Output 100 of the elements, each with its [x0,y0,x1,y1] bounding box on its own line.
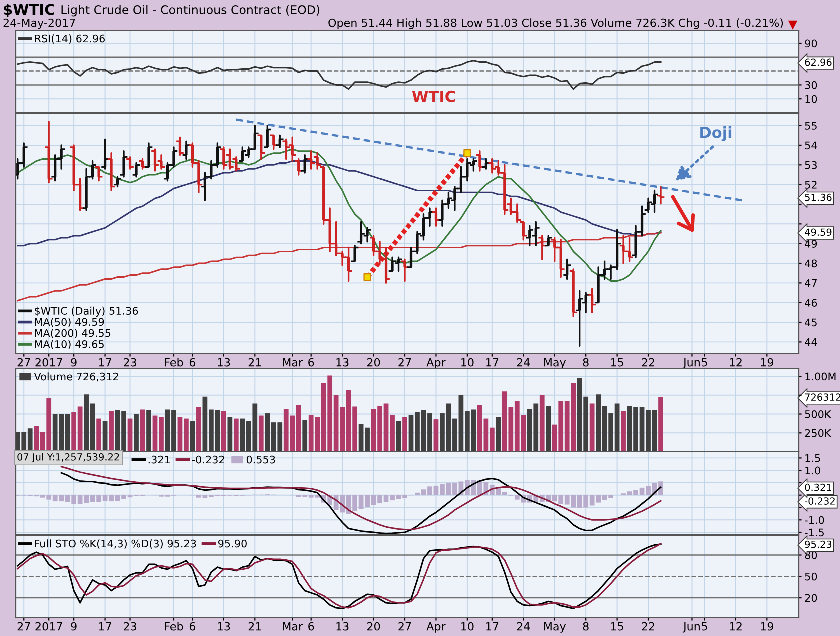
legend-label: MA(10) 49.65 [35,340,104,350]
y-tick-label: 55 [805,122,817,130]
bar [221,411,226,452]
candlestick [45,121,53,184]
candlestick [308,150,315,170]
x-tick-label: 9 [71,358,77,367]
x-tick-label: 17 [486,622,499,631]
candlestick [264,124,272,148]
bar [658,397,664,452]
chart-subtitle: Light Crude Oil - Continuous Contract (EOD) [62,5,320,17]
bar [396,421,402,452]
x-tick-label: 9 [71,622,77,631]
candlestick [532,221,540,247]
candlestick [276,134,284,148]
bar [234,418,239,452]
x-tick-label: 8 [583,358,589,367]
x-tick-label: 12 [730,622,742,631]
x-tick-label: 13 [218,622,230,631]
x-tick-label: 23 [124,358,136,367]
x-tick-label: 19 [761,622,774,631]
x-tick-label: 22 [642,622,654,631]
y-tick-label: 20 [805,594,818,602]
bar [540,395,545,452]
y-tick-label: 44 [805,338,818,346]
y-tick-label: 1.00M [806,372,836,381]
y-tick-label: 51.36 [805,194,832,202]
bar [402,417,408,452]
y-tick-label: 50 [805,572,818,581]
legend-label: Full STO %K(14,3) %D(3) 95.23 [35,540,196,549]
candlestick [182,140,190,160]
x-tick-label: 2017 [36,622,62,631]
candlestick [132,162,140,178]
candlestick [482,158,490,170]
x-tick-label: Jun [682,622,700,633]
bar [546,406,552,452]
text: Open 51.44 High 51.88 Low 51.03 Close 51.36 Volume 726.3K Chg -0.11 (-0.21%) [328,18,784,30]
bar [96,418,102,452]
x-tick-label: 13 [336,622,349,631]
candlestick [582,292,590,314]
bar [434,420,439,452]
bar [590,404,595,452]
y-tick-label: 54 [805,142,818,150]
legend-label: RSI(14) 62.96 [35,34,106,44]
x-tick-label: Feb [165,622,184,631]
x-tick-label: 20 [368,622,380,631]
x-tick-label: 5 [702,358,708,367]
text: 24-May-2017 [4,18,76,30]
candlestick [570,268,578,318]
chart-title: $WTIC [4,4,54,18]
legend-label: $WTIC (Daily) 51.36 [35,306,138,317]
x-tick-label: 6 [308,622,314,631]
x-tick-label: 27 [18,358,30,367]
x-tick-label: 15 [611,358,624,367]
x-tick-label: 2017 [36,358,62,367]
line-series [17,60,662,90]
bar [140,410,146,452]
x-tick-label: 15 [611,622,624,631]
candlestick [102,138,109,170]
candlestick [139,158,146,170]
candlestick [120,150,128,178]
y-tick-label: 1.0 [806,466,820,475]
x-tick-label: Mar [283,622,304,631]
bar [196,407,202,452]
y-tick-label: 53 [805,161,817,170]
bar [146,410,152,452]
x-tick-label: Jun [682,358,700,369]
candlestick [544,235,552,247]
x-tick-label: 23 [124,622,136,631]
candlestick [232,156,240,172]
x-tick-label: 6 [190,622,196,631]
bar [302,420,308,452]
legend-label: .321 [148,456,170,464]
y-tick-label: 45 [805,318,817,327]
bar [134,414,139,452]
x-tick-label: 22 [642,358,654,367]
bar [621,411,626,452]
y-tick-label: 49 [805,240,818,248]
x-tick-label: 5 [702,622,708,631]
x-tick-label: 17 [99,358,112,367]
candlestick [108,152,116,192]
y-tick-label: 1.5 [806,454,820,462]
x-tick-label: May [544,622,566,633]
legend-label: -0.232 [192,456,224,464]
candlestick [351,244,359,262]
x-tick-label: 12 [730,358,742,367]
bar [228,417,233,452]
y-tick-label: 48 [805,260,818,268]
bar [190,421,196,452]
y-tick-label: -0.232 [805,498,835,505]
legend-label: 0.553 [246,456,276,464]
x-tick-label: 21 [248,358,262,367]
x-tick-label: 17 [99,622,112,631]
candlestick [126,156,134,170]
bar [258,416,264,452]
x-tick-label: 6 [190,358,196,367]
x-tick-label: 21 [248,622,262,631]
bar [109,411,114,452]
x-tick-label: 27 [398,622,412,631]
candlestick [258,134,266,160]
annotation: Doji [700,126,732,142]
